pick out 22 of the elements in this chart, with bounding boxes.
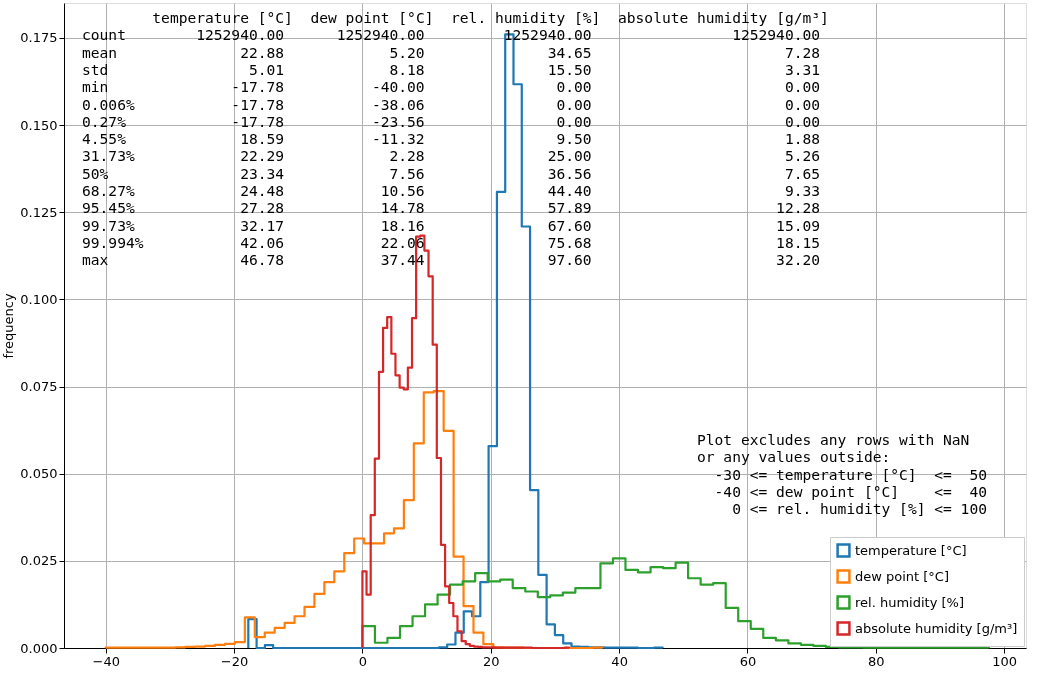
y-tick-label: 0.150 (20, 117, 58, 133)
x-tick-label: −40 (92, 653, 120, 669)
y-tick-label: 0.125 (20, 204, 58, 220)
y-tick-label: 0.100 (20, 291, 58, 307)
x-tick-label: −20 (220, 653, 249, 669)
y-tick-label: 0.000 (20, 640, 58, 656)
x-tick-label: 20 (483, 653, 500, 669)
y-tick-label: 0.025 (20, 553, 58, 569)
legend-label: temperature [°C] (855, 542, 967, 558)
legend-label: rel. humidity [%] (855, 594, 964, 610)
x-tick-label: 100 (992, 653, 1018, 669)
x-tick-label: 0 (358, 653, 368, 669)
x-tick-label: 60 (739, 653, 757, 669)
y-axis-title: frequency (1, 293, 17, 359)
y-tick-label: 0.075 (20, 379, 58, 395)
legend-label: absolute humidity [g/m³] (855, 620, 1018, 636)
y-tick-label: 0.050 (20, 466, 58, 482)
annotation: Plot excludes any rows with NaN or any values outside: -30 <= temperature [°C] <= 50 -40 <= dew point [°C] <= 40 0 <= rel. humidity [%] <= 100 (697, 431, 987, 518)
x-tick-label: 40 (611, 653, 628, 669)
legend-label: dew point [°C] (855, 568, 950, 584)
y-tick-label: 0.175 (20, 30, 58, 46)
x-tick-label: 80 (868, 653, 885, 669)
